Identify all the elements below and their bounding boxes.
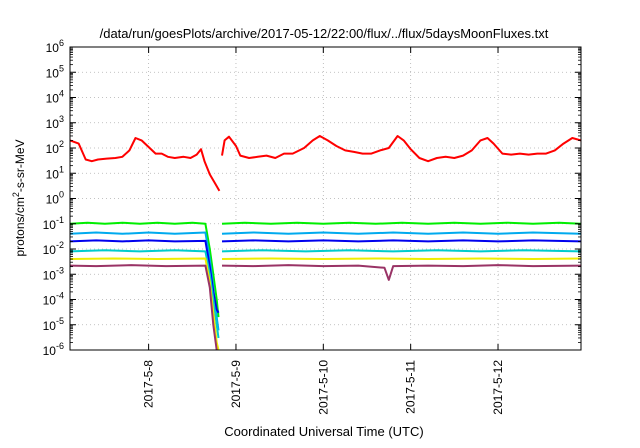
y-tick-exponent: -6	[56, 341, 64, 351]
grid	[70, 47, 581, 350]
y-tick-exponent: 5	[59, 63, 64, 73]
y-tick-label: 10-1	[43, 215, 64, 232]
y-tick-label: 103	[46, 114, 64, 131]
series-layer	[70, 135, 581, 350]
series-line-3	[70, 231, 220, 331]
series-line-4	[221, 239, 581, 243]
y-tick-mantissa: 10	[46, 117, 60, 131]
y-tick-label: 101	[46, 164, 64, 181]
y-tick-exponent: 0	[59, 190, 64, 200]
y-tick-mantissa: 10	[43, 243, 57, 257]
x-tick-label: 2017-5-12	[491, 360, 505, 415]
y-tick-mantissa: 10	[46, 41, 60, 55]
series-line-6	[221, 257, 581, 260]
y-tick-exponent: -4	[56, 291, 64, 301]
y-tick-label: 104	[46, 89, 64, 106]
y-tick-exponent: 4	[59, 89, 64, 99]
y-tick-exponent: -2	[56, 240, 64, 250]
y-tick-exponent: 1	[59, 164, 64, 174]
series-line-1	[221, 135, 581, 163]
series-line-7	[221, 264, 581, 281]
chart-title: /data/run/goesPlots/archive/2017-05-12/2…	[100, 26, 549, 41]
series-line-4	[70, 239, 220, 314]
y-axis: 10-610-510-410-310-210-11001011021031041…	[43, 38, 581, 358]
series-line-7	[70, 264, 218, 350]
y-tick-label: 10-3	[43, 265, 64, 282]
y-tick-label: 10-2	[43, 240, 64, 257]
y-tick-mantissa: 10	[46, 167, 60, 181]
y-tick-mantissa: 10	[43, 268, 57, 282]
y-tick-mantissa: 10	[46, 142, 60, 156]
x-tick-label: 2017-5-11	[404, 360, 418, 414]
y-tick-label: 10-4	[43, 291, 64, 308]
x-tick-label: 2017-5-10	[316, 360, 330, 415]
y-tick-mantissa: 10	[46, 66, 60, 80]
y-tick-label: 106	[46, 38, 64, 55]
y-tick-label: 105	[46, 63, 64, 80]
series-line-1	[70, 137, 221, 192]
y-tick-exponent: -3	[56, 265, 64, 275]
y-tick-label: 100	[46, 190, 64, 207]
x-tick-label: 2017-5-8	[142, 360, 156, 408]
y-axis-label-pre: protons/cm	[13, 197, 27, 256]
y-axis-label-sup: 2	[11, 192, 21, 197]
series-line-6	[70, 257, 220, 350]
y-tick-exponent: 3	[59, 114, 64, 124]
y-tick-exponent: -1	[56, 215, 64, 225]
y-axis-label: protons/cm2-s-sr-MeV	[11, 139, 27, 256]
y-tick-exponent: 2	[59, 139, 64, 149]
series-line-3	[221, 231, 581, 235]
x-tick-label: 2017-5-9	[229, 360, 243, 408]
y-tick-mantissa: 10	[43, 319, 57, 333]
y-tick-mantissa: 10	[46, 193, 60, 207]
x-axis: 2017-5-8 2017-5-9 2017-5-10 2017-5-11 2017-5…	[142, 47, 505, 415]
y-tick-mantissa: 10	[46, 92, 60, 106]
y-tick-mantissa: 10	[43, 218, 57, 232]
x-axis-label: Coordinated Universal Time (UTC)	[224, 424, 423, 439]
y-tick-exponent: 6	[59, 38, 64, 48]
y-tick-label: 10-5	[43, 316, 64, 333]
y-axis-label-post: -s-sr-MeV	[13, 139, 27, 192]
series-line-2	[70, 221, 220, 318]
y-tick-mantissa: 10	[43, 344, 57, 358]
series-line-2	[221, 221, 581, 225]
y-tick-mantissa: 10	[43, 294, 57, 308]
series-line-5	[221, 249, 581, 253]
series-line-5	[70, 249, 220, 339]
y-tick-label: 10-6	[43, 341, 64, 358]
y-tick-label: 102	[46, 139, 64, 156]
y-tick-exponent: -5	[56, 316, 64, 326]
